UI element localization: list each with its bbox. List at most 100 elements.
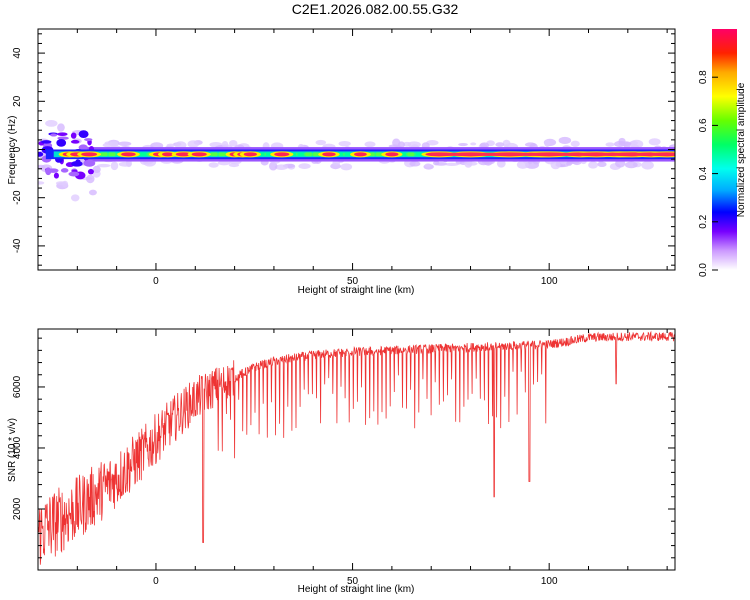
spectral-core [266,152,273,157]
spectral-core [100,152,108,157]
spectral-core [211,152,218,157]
spectral-halo [269,161,278,171]
spectral-halo [458,142,468,147]
spectral-halo [332,160,341,166]
spectral-halo [424,163,432,168]
spectral-noise [40,140,52,144]
spectral-peak [243,152,257,157]
y-tick-label: 2000 [12,497,23,520]
spectral-peak [354,152,367,157]
figure-title: C2E1.2026.082.00.55.G32 [291,1,459,17]
spectral-halo [570,140,580,147]
spectral-halo [92,165,101,174]
spectral-noise [56,139,67,147]
spectral-core [368,152,375,157]
spectral-noise [84,138,93,142]
spectral-halo [496,159,506,168]
x-tick-label: 0 [153,576,159,587]
x-tick-label: 50 [347,276,359,287]
spectrogram-y-label: Frequency (Hz) [7,116,18,185]
spectral-noise [57,136,69,140]
spectral-peak [191,152,207,157]
spectral-halo [495,142,505,147]
spectral-halo [315,139,327,146]
spectral-peak [274,152,290,157]
y-tick-label: 40 [12,47,23,59]
spectral-halo [434,162,448,166]
spectral-halo [97,163,111,168]
spectral-peak [81,152,98,157]
spectral-halo [597,161,607,168]
spectral-halo [118,161,132,167]
spectrogram-heatmap [38,120,675,202]
spectral-halo [166,143,176,148]
spectral-halo [70,194,80,202]
spectral-halo [221,141,229,148]
spectral-noise [70,139,80,144]
spectral-halo [402,141,412,147]
spectral-halo [228,139,238,147]
spectral-noise [48,168,59,173]
snr-y-label: SNR (10 * v/v) [7,418,18,482]
spectral-core [258,152,265,157]
spectral-noise [87,168,94,175]
spectrogram-x-label: Height of straight line (km) [298,285,415,296]
spectral-halo [88,189,97,196]
colorbar-tick-label: 0.8 [698,70,709,84]
x-tick-label: 100 [541,576,558,587]
spectral-halo [228,163,240,168]
colorbar-label: Normalized spectral amplitude [736,82,747,217]
x-tick-label: 100 [541,276,558,287]
x-tick-label: 50 [347,576,359,587]
spectral-halo [217,160,231,166]
spectral-core [108,152,116,157]
spectral-halo [298,163,311,169]
spectrogram-axes: 0 50 100 -40 -20 0 20 40 [12,29,675,287]
spectral-core [415,152,422,157]
spectral-halo [61,180,69,188]
snr-x-label: Height of straight line (km) [298,584,415,595]
spectral-core [399,152,407,157]
spectral-core [376,152,383,157]
spectral-halo [588,161,598,169]
spectral-halo [340,163,353,171]
colorbar-tick-label: 0.0 [698,263,709,277]
spectral-halo [45,120,58,127]
spectral-ridge [431,152,675,156]
spectral-halo [409,161,421,167]
spectral-halo [502,139,511,147]
spectral-noise [57,132,68,137]
spectral-core [407,152,414,157]
spectral-peak [121,152,136,157]
spectral-halo [38,164,45,170]
spectral-halo [174,141,187,150]
colorbar-tick-label: 0.4 [698,166,709,180]
spectral-halo [629,139,644,149]
spectral-halo [605,142,615,147]
spectral-halo [479,142,490,149]
spectral-noise [38,151,44,157]
spectral-noise [83,159,96,167]
spectral-noise [53,172,59,179]
spectral-halo [338,140,351,147]
spectral-halo [38,181,45,185]
spectral-halo [102,142,113,148]
spectral-halo [118,141,132,146]
spectral-halo [208,162,219,168]
spectral-noise [70,132,77,139]
spectral-core [305,152,312,157]
spectral-halo [648,138,661,146]
spectral-noise [78,144,88,151]
spectral-peak [322,152,336,157]
spectral-halo [544,139,551,147]
snr-axes: 0 50 100 2000 4000 6000 [12,329,675,587]
spectral-noise [71,160,83,167]
spectral-halo [57,123,65,132]
spectral-halo [85,174,95,184]
spectral-halo [516,160,529,169]
colorbar-tick-label: 0.2 [698,214,709,228]
spectral-halo [445,162,459,166]
spectral-halo [470,142,477,146]
spectral-halo [558,136,572,145]
